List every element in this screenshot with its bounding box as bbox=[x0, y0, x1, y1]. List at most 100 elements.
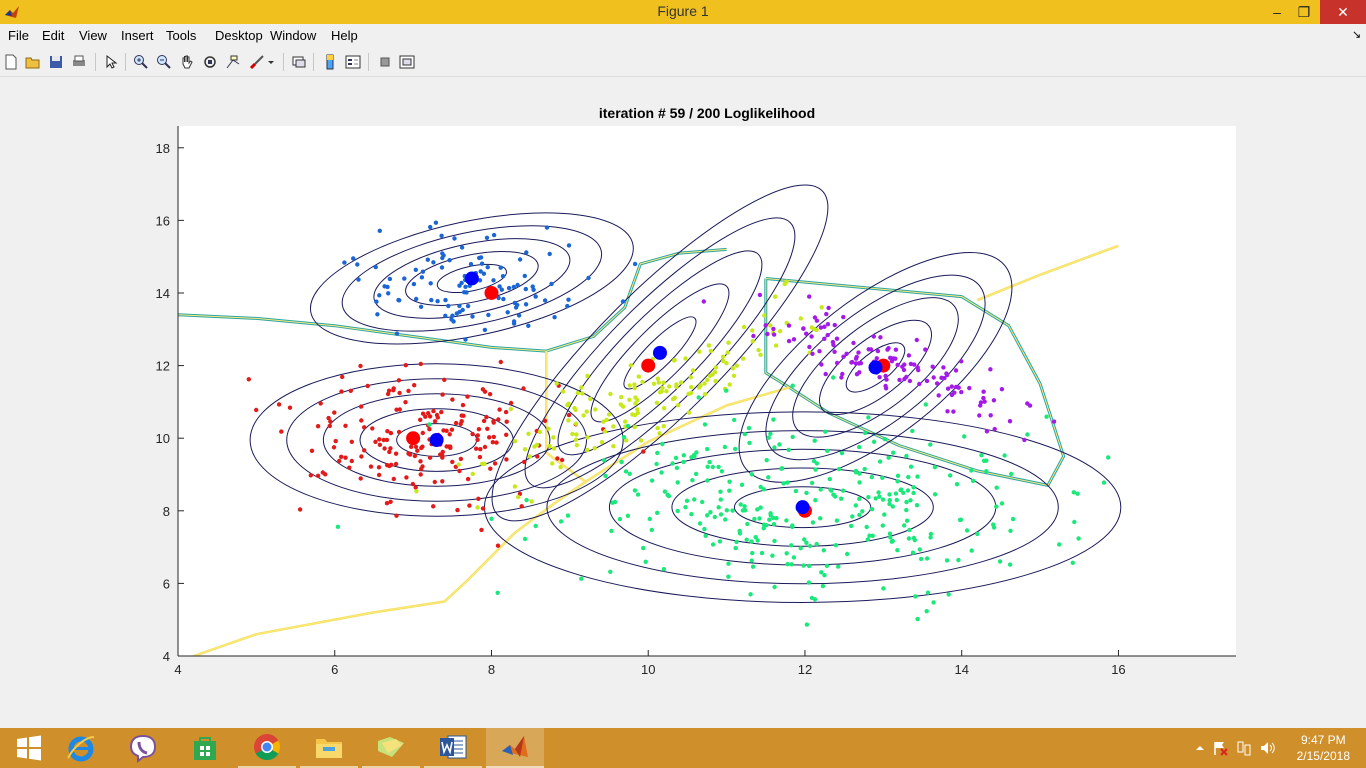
show-hidden-icons-icon[interactable] bbox=[1192, 744, 1208, 752]
data-point bbox=[573, 421, 579, 426]
show-plot-tools-icon[interactable] bbox=[398, 53, 416, 71]
matlab-icon[interactable] bbox=[486, 728, 544, 768]
data-point bbox=[279, 429, 284, 434]
data-point bbox=[750, 328, 755, 333]
data-point bbox=[498, 359, 503, 365]
data-point bbox=[765, 331, 770, 337]
taskbar-clock[interactable]: 9:47 PM 2/15/2018 bbox=[1297, 732, 1350, 764]
data-point bbox=[496, 295, 501, 301]
data-point bbox=[413, 267, 418, 272]
viber-icon[interactable] bbox=[114, 728, 172, 768]
windows-start-icon[interactable] bbox=[0, 728, 58, 768]
print-figure-icon[interactable] bbox=[70, 53, 88, 71]
data-point bbox=[1009, 471, 1014, 477]
menu-help[interactable]: Help bbox=[331, 28, 358, 43]
hide-plot-tools-icon[interactable] bbox=[376, 53, 394, 71]
menu-insert[interactable]: Insert bbox=[121, 28, 154, 43]
save-figure-icon[interactable] bbox=[47, 53, 65, 71]
data-point bbox=[997, 559, 1003, 564]
volume-icon[interactable] bbox=[1256, 740, 1280, 756]
data-point bbox=[433, 220, 439, 225]
data-point bbox=[784, 551, 789, 556]
data-point bbox=[674, 465, 680, 471]
new-figure-icon[interactable] bbox=[2, 53, 20, 71]
menu-file[interactable]: File bbox=[8, 28, 29, 43]
open-file-icon[interactable] bbox=[24, 53, 42, 71]
insert-colorbar-icon[interactable] bbox=[321, 53, 339, 71]
link-plot-icon[interactable] bbox=[290, 53, 308, 71]
data-point bbox=[484, 235, 490, 240]
data-point bbox=[994, 485, 999, 490]
minimize-button[interactable]: – bbox=[1273, 4, 1281, 20]
data-point bbox=[511, 284, 516, 290]
menu-desktop[interactable]: Desktop bbox=[215, 28, 263, 43]
data-point bbox=[565, 303, 570, 309]
data-point bbox=[348, 388, 353, 393]
data-point bbox=[785, 562, 790, 567]
action-center-icon[interactable] bbox=[1208, 740, 1232, 756]
data-point bbox=[551, 435, 556, 440]
menu-window[interactable]: Window bbox=[270, 28, 317, 43]
data-point bbox=[708, 348, 713, 354]
menu-edit[interactable]: Edit bbox=[42, 28, 65, 43]
plot-axes[interactable]: 4 6 8 10 12 14 16 4 6 8 10 12 14 16 18 bbox=[0, 0, 1366, 728]
data-point bbox=[911, 490, 916, 496]
menu-tools[interactable]: Tools bbox=[166, 28, 197, 43]
data-point bbox=[584, 409, 589, 414]
data-point bbox=[890, 504, 895, 509]
data-point bbox=[691, 453, 697, 458]
plot-title: iteration # 59 / 200 Loglikelihood bbox=[598, 105, 816, 121]
network-icon[interactable] bbox=[1232, 740, 1256, 756]
contour-line bbox=[738, 252, 1013, 483]
data-point bbox=[432, 479, 437, 485]
file-explorer-icon[interactable] bbox=[300, 728, 358, 768]
internet-explorer-icon[interactable] bbox=[52, 728, 110, 768]
brush-dropdown-icon[interactable] bbox=[266, 53, 276, 71]
maximize-button[interactable]: ❐ bbox=[1297, 3, 1311, 20]
data-point bbox=[487, 435, 492, 440]
data-point bbox=[427, 455, 433, 460]
data-point bbox=[547, 443, 552, 449]
data-point bbox=[821, 548, 826, 553]
data-point bbox=[828, 487, 833, 492]
rotate-3d-icon[interactable] bbox=[201, 53, 219, 71]
data-point bbox=[801, 563, 806, 568]
word-icon[interactable] bbox=[424, 728, 482, 768]
data-point bbox=[519, 504, 524, 509]
brush-icon[interactable] bbox=[248, 53, 266, 71]
zoom-out-icon[interactable] bbox=[155, 53, 173, 71]
data-point bbox=[1044, 414, 1049, 419]
data-point bbox=[979, 453, 984, 458]
pan-icon[interactable] bbox=[178, 53, 196, 71]
data-point bbox=[819, 305, 824, 310]
data-point bbox=[749, 558, 754, 563]
data-point bbox=[655, 510, 660, 515]
close-button[interactable]: ✕ bbox=[1320, 0, 1366, 24]
data-point bbox=[888, 535, 893, 540]
folder-icon[interactable] bbox=[362, 728, 420, 768]
zoom-in-icon[interactable] bbox=[132, 53, 150, 71]
data-point bbox=[342, 260, 347, 265]
data-point bbox=[515, 282, 520, 288]
data-point bbox=[376, 472, 382, 478]
data-point bbox=[864, 524, 869, 530]
data-point bbox=[627, 397, 632, 402]
data-point bbox=[822, 324, 827, 329]
edit-plot-icon[interactable] bbox=[102, 53, 120, 71]
contour-line bbox=[286, 378, 588, 502]
toolbar-separator bbox=[125, 53, 126, 71]
data-point bbox=[418, 417, 423, 422]
window-titlebar[interactable]: Figure 1 – ❐ ✕ bbox=[0, 0, 1366, 24]
data-point bbox=[866, 415, 871, 420]
data-point bbox=[784, 279, 789, 284]
data-point bbox=[505, 310, 510, 315]
data-point bbox=[744, 537, 749, 542]
menu-view[interactable]: View bbox=[79, 28, 107, 43]
data-point bbox=[924, 556, 930, 561]
insert-legend-icon[interactable] bbox=[344, 53, 362, 71]
dock-figure-icon[interactable]: ↘ bbox=[1352, 29, 1362, 41]
data-cursor-icon[interactable] bbox=[224, 53, 242, 71]
data-point bbox=[697, 521, 703, 526]
chrome-icon[interactable] bbox=[238, 728, 296, 768]
store-icon[interactable] bbox=[176, 728, 234, 768]
